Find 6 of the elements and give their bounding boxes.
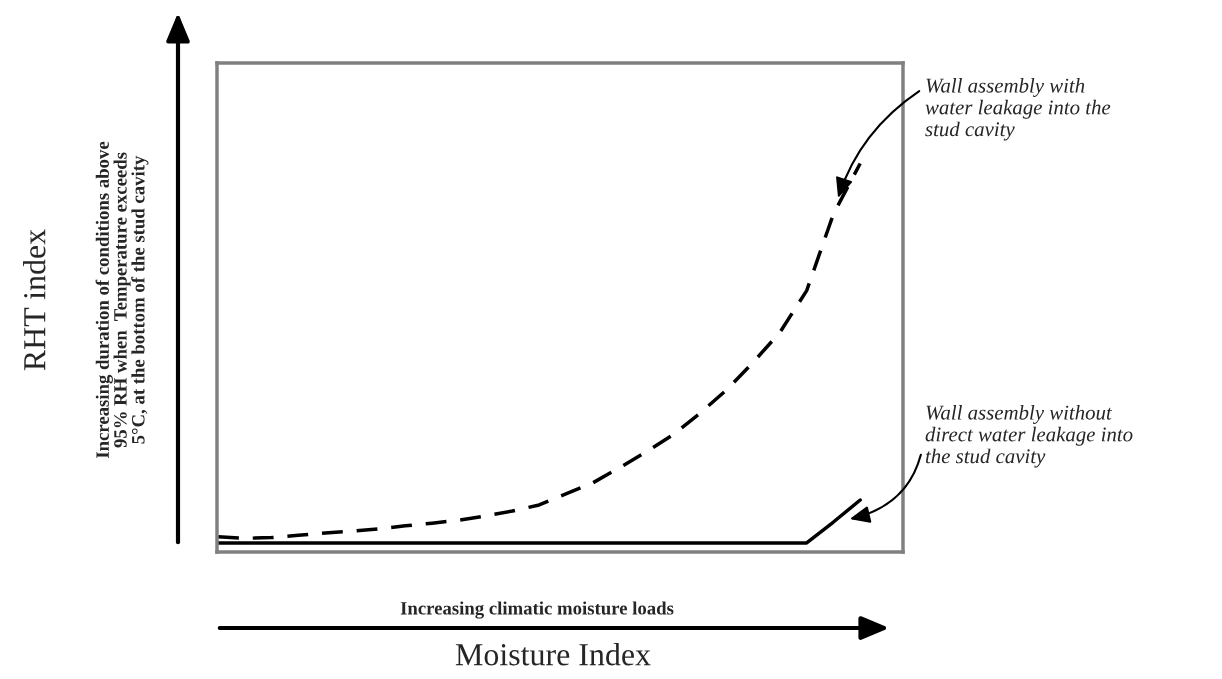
text: Wall assembly without direct water leakage into the stud cavity [925, 405, 1133, 468]
text: Wall assembly with water leakage into the stud cavity [925, 78, 1111, 141]
text: Increasing climatic moisture loads [400, 601, 674, 619]
text: Increasing duration of conditions above 95% RH when Temperature exceeds 5°C, at the bottom of the stud cavity [95, 141, 149, 459]
x-axis-title: Moisture Index [455, 643, 651, 666]
y-axis-title: RHT index [23, 229, 46, 371]
